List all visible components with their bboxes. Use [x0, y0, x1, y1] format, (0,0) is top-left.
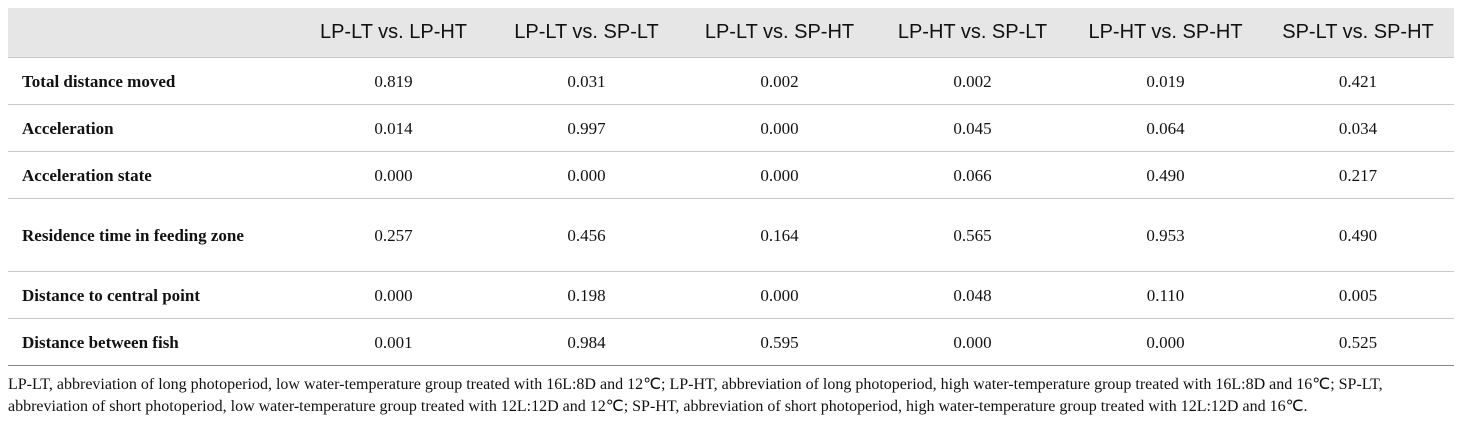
cell-value: 0.005	[1262, 271, 1454, 319]
cell-value: 0.000	[297, 271, 490, 319]
cell-value: 0.953	[1069, 198, 1262, 272]
cell-value: 0.034	[1262, 104, 1454, 152]
cell-value: 0.048	[876, 271, 1069, 319]
cell-value: 0.819	[297, 57, 490, 105]
table-row: Total distance moved 0.819 0.031 0.002 0.002…	[8, 57, 1454, 105]
cell-value: 0.595	[683, 318, 876, 366]
table-row: Acceleration 0.014 0.997 0.000 0.045 0.064 0.0…	[8, 104, 1454, 152]
row-label: Acceleration	[8, 104, 297, 152]
row-label: Residence time in feeding zone	[8, 198, 297, 272]
table-row: Residence time in feeding zone 0.257 0.456…	[8, 198, 1454, 272]
footnote: LP-LT, abbreviation of long photoperiod,…	[8, 376, 1383, 415]
cell-value: 0.525	[1262, 318, 1454, 366]
cell-value: 0.000	[490, 151, 683, 199]
cell-value: 0.000	[683, 151, 876, 199]
cell-value: 0.217	[1262, 151, 1454, 199]
cell-value: 0.490	[1069, 151, 1262, 199]
cell-value: 0.066	[876, 151, 1069, 199]
column-header: LP-LT vs. SP-LT	[490, 8, 683, 58]
table-row: Acceleration state 0.000 0.000 0.000 0.066 0.…	[8, 151, 1454, 199]
cell-value: 0.000	[297, 151, 490, 199]
cell-value: 0.000	[876, 318, 1069, 366]
cell-value: 0.984	[490, 318, 683, 366]
cell-value: 0.031	[490, 57, 683, 105]
cell-value: 0.565	[876, 198, 1069, 272]
cell-value: 0.110	[1069, 271, 1262, 319]
cell-value: 0.257	[297, 198, 490, 272]
cell-value: 0.456	[490, 198, 683, 272]
cell-value: 0.000	[683, 271, 876, 319]
column-header	[8, 8, 297, 58]
table-body: Total distance moved 0.819 0.031 0.002 0.002…	[8, 57, 1454, 366]
row-label: Distance between fish	[8, 318, 297, 366]
column-header: LP-LT vs. LP-HT	[297, 8, 490, 58]
results-table: LP-LT vs. LP-HT LP-LT vs. SP-LT LP-LT vs. …	[8, 8, 1454, 366]
cell-value: 0.164	[683, 198, 876, 272]
column-header: LP-HT vs. SP-LT	[876, 8, 1069, 58]
row-label: Acceleration state	[8, 151, 297, 199]
cell-value: 0.002	[683, 57, 876, 105]
cell-value: 0.045	[876, 104, 1069, 152]
row-label: Distance to central point	[8, 271, 297, 319]
cell-value: 0.421	[1262, 57, 1454, 105]
cell-value: 0.490	[1262, 198, 1454, 272]
column-header: LP-HT vs. SP-HT	[1069, 8, 1262, 58]
column-header: SP-LT vs. SP-HT	[1262, 8, 1454, 58]
cell-value: 0.019	[1069, 57, 1262, 105]
table-row: Distance to central point 0.000 0.198 0.000…	[8, 271, 1454, 319]
table-wrapper: LP-LT vs. LP-HT LP-LT vs. SP-LT LP-LT vs. …	[8, 8, 1454, 366]
cell-value: 0.064	[1069, 104, 1262, 152]
row-label: Total distance moved	[8, 57, 297, 105]
header-row: LP-LT vs. LP-HT LP-LT vs. SP-LT LP-LT vs. …	[8, 8, 1454, 58]
cell-value: 0.997	[490, 104, 683, 152]
table-row: Distance between fish 0.001 0.984 0.595 0.00…	[8, 318, 1454, 366]
cell-value: 0.002	[876, 57, 1069, 105]
cell-value: 0.198	[490, 271, 683, 319]
cell-value: 0.000	[683, 104, 876, 152]
cell-value: 0.001	[297, 318, 490, 366]
column-header: LP-LT vs. SP-HT	[683, 8, 876, 58]
cell-value: 0.000	[1069, 318, 1262, 366]
cell-value: 0.014	[297, 104, 490, 152]
